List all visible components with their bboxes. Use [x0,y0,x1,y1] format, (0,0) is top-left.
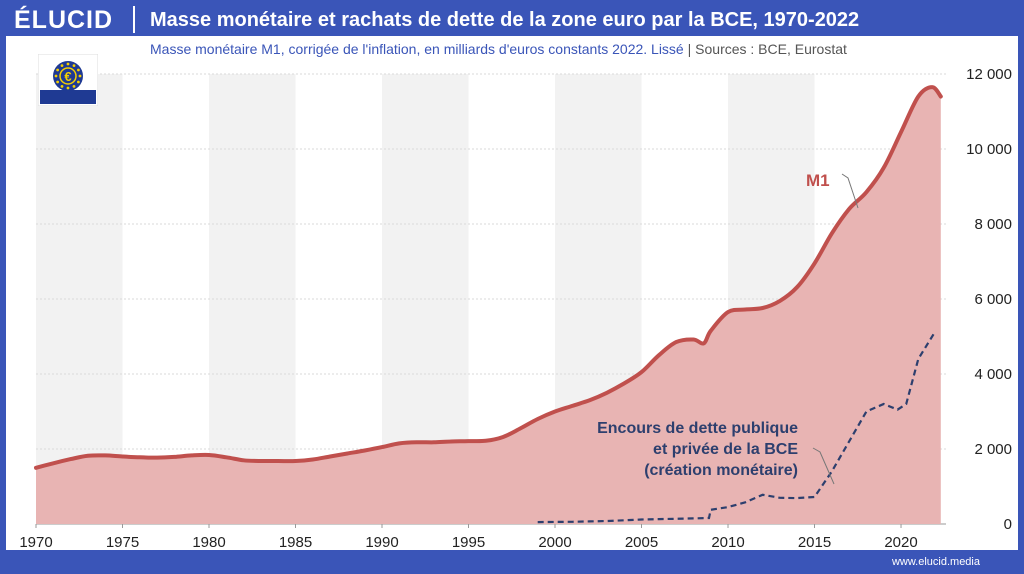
ecb-euro-stars-icon: € [38,54,98,106]
m1-label-leader [841,173,859,209]
star-icon [72,84,76,88]
x-tick-label: 2005 [625,534,658,551]
x-tick-label: 2000 [538,534,571,551]
y-tick-label: 10 000 [966,141,1012,158]
chart-subtitle: Masse monétaire M1, corrigée de l'inflat… [150,41,847,57]
ecb-series-line [537,330,937,524]
m1-label: M1 [806,171,830,190]
x-tick-label: 2015 [798,534,831,551]
x-tick-label: 2020 [884,534,917,551]
chart-title: Masse monétaire et rachats de dette de l… [150,9,860,31]
x-tick-label: 1990 [365,534,398,551]
elucid-logo: ÉLUCID [14,6,114,34]
star-icon [60,64,64,68]
star-icon [66,62,70,66]
star-icon [60,84,64,88]
m1-area-fill [36,87,941,524]
subtitle-separator: | [687,41,692,57]
subtitle-main: Masse monétaire M1, corrigée de l'inflat… [150,41,684,57]
m1-series-line [34,85,943,470]
star-icon [76,80,80,84]
star-icon [72,64,76,68]
header-divider [133,6,135,33]
x-tick-label: 1975 [106,534,139,551]
y-tick-label: 4 000 [974,366,1012,383]
footer-url: www.elucid.media [891,556,980,568]
subtitle-sources: Sources : BCE, Eurostat [695,41,847,57]
x-tick-label: 1970 [19,534,52,551]
x-tick-label: 1980 [192,534,225,551]
x-tick-label: 1995 [452,534,485,551]
y-tick-label: 2 000 [974,441,1012,458]
y-tick-label: 0 [1004,516,1012,533]
ecb-label-line3: (création monétaire) [644,462,798,479]
star-icon [56,68,60,72]
ecb-label-line1: Encours de dette publique [597,420,798,437]
star-icon [76,68,80,72]
star-icon [54,74,58,78]
x-tick-label: 2010 [711,534,744,551]
ecb-label-line2: et privée de la BCE [653,441,798,458]
header-bar: ÉLUCID Masse monétaire et rachats de det… [0,0,1024,40]
ecb-label-leader [812,447,835,485]
x-axis-ticks: 1970 1975 1980 1985 1990 1995 2000 2005 2010 2015… [19,524,918,551]
star-icon [56,80,60,84]
y-tick-label: 12 000 [966,66,1012,83]
svg-text:€: € [64,69,71,84]
star-icon [66,86,70,90]
star-icon [78,74,82,78]
y-tick-label: 8 000 [974,216,1012,233]
y-axis-ticks: 0 2 000 4 000 6 000 8 000 10 000 12 000 [966,66,1012,533]
x-tick-label: 1985 [279,534,312,551]
y-tick-label: 6 000 [974,291,1012,308]
